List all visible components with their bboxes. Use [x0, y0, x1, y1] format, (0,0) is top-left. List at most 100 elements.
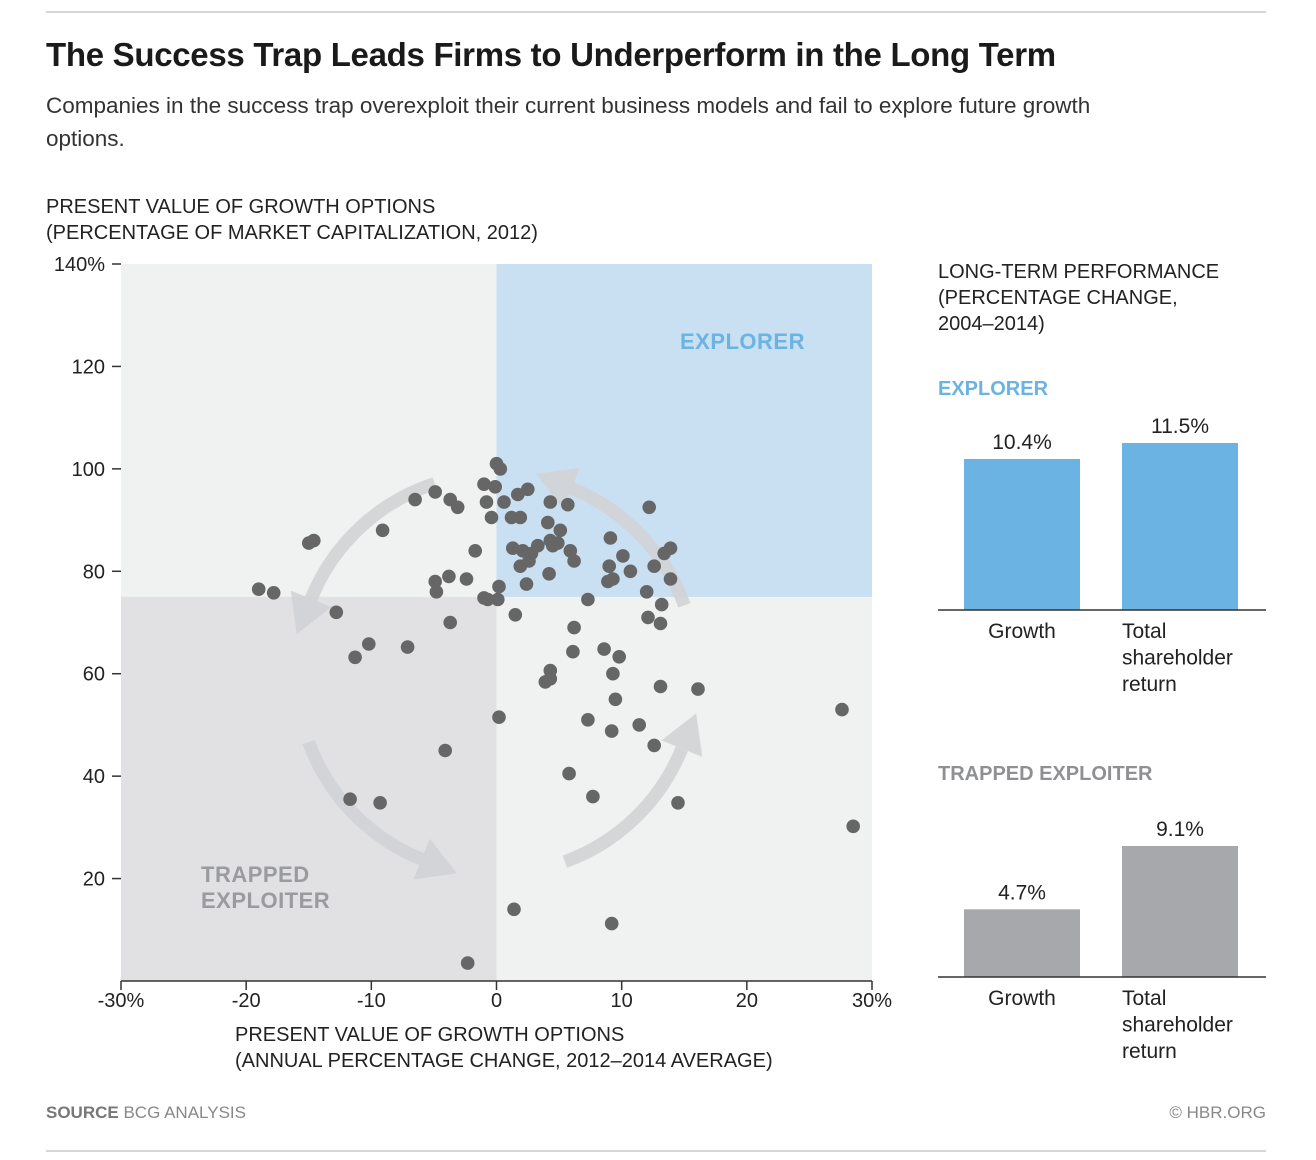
explorer-category-label: Total: [1122, 620, 1166, 643]
trapped-category-label: Growth: [988, 987, 1056, 1010]
scatter-point: [493, 462, 508, 476]
scatter-point: [513, 510, 528, 525]
trapped-quadrant-label: TRAPPED: [201, 862, 310, 887]
trapped-category-label: return: [1122, 1040, 1177, 1063]
scatter-point: [553, 523, 568, 538]
y-tick-label: 120: [72, 356, 105, 378]
scatter-point: [606, 666, 620, 681]
y-tick-label: 100: [72, 459, 105, 481]
scatter-point: [846, 819, 860, 834]
scatter-point: [653, 616, 668, 631]
scatter-point: [612, 650, 626, 664]
scatter-point: [251, 582, 266, 596]
scatter-point: [546, 538, 560, 553]
cycle-arrow-head: [290, 590, 332, 634]
scatter-point: [601, 574, 615, 589]
scatter-point: [479, 495, 494, 509]
scatter-point: [616, 549, 630, 563]
scatter-point: [307, 533, 321, 548]
scatter-point: [511, 487, 525, 502]
scatter-point: [459, 572, 474, 586]
cycle-arrow-head: [413, 838, 457, 880]
scatter-point: [561, 497, 575, 512]
scatter-point: [602, 559, 616, 573]
x-tick-label: -10: [357, 990, 386, 1012]
credit: © HBR.ORG: [1169, 1103, 1266, 1122]
scatter-point: [657, 546, 671, 561]
trapped-category-label: Total: [1122, 987, 1166, 1010]
scatter-point: [604, 916, 619, 931]
scatter-point: [477, 591, 491, 605]
scatter-point: [375, 523, 390, 538]
scatter-point: [581, 592, 595, 607]
performance-panel-title: (PERCENTAGE CHANGE,: [938, 287, 1178, 309]
explorer-bar: [1122, 443, 1238, 610]
scatter-point: [542, 567, 556, 581]
x-tick-label: -20: [232, 990, 261, 1012]
scatter-point: [691, 682, 705, 696]
chart-title: The Success Trap Leads Firms to Underper…: [46, 36, 1056, 73]
scatter-point: [492, 579, 506, 594]
explorer-category-label: return: [1122, 673, 1177, 696]
scatter-point: [442, 569, 456, 584]
cycle-arrow-head: [661, 713, 703, 757]
performance-panel-title: 2004–2014): [938, 313, 1045, 335]
x-tick-label: 30%: [852, 990, 892, 1012]
trapped-quadrant-label: EXPLOITER: [201, 888, 330, 913]
explorer-bar-value-label: 11.5%: [1151, 415, 1209, 438]
scatter-point: [562, 766, 576, 781]
scatter-point: [362, 637, 376, 651]
y-axis-label: PRESENT VALUE OF GROWTH OPTIONS: [46, 196, 435, 218]
cycle-arrow-arc: [302, 739, 425, 866]
scatter-point: [566, 644, 580, 659]
x-tick-label: 10: [611, 990, 633, 1012]
x-tick-label: -30%: [98, 990, 145, 1012]
y-tick-label: 20: [83, 869, 105, 891]
trapped-category-label: shareholder: [1122, 1014, 1233, 1037]
y-tick-label: 60: [83, 664, 105, 686]
scatter-point: [597, 642, 611, 656]
trapped-bar: [964, 909, 1080, 977]
scatter-point: [373, 796, 387, 810]
cycle-arrow-arc: [305, 477, 437, 602]
scatter-point: [663, 572, 678, 586]
scatter-point: [623, 564, 638, 579]
performance-panel-title: LONG-TERM PERFORMANCE: [938, 261, 1219, 283]
trapped-group-label: TRAPPED EXPLOITER: [938, 763, 1153, 785]
scatter-point: [541, 515, 555, 530]
x-axis-label: (ANNUAL PERCENTAGE CHANGE, 2012–2014 AVE…: [235, 1050, 773, 1072]
scatter-point: [563, 544, 578, 558]
scatter-point: [654, 597, 669, 612]
scatter-point: [329, 605, 344, 620]
scatter-point: [521, 482, 535, 497]
scatter-point: [543, 672, 558, 686]
scatter-point: [567, 554, 581, 568]
cycle-arrow-head: [536, 467, 580, 509]
scatter-point: [450, 500, 465, 515]
cycle-arrow-arc: [568, 482, 691, 608]
scatter-point: [653, 679, 668, 694]
scatter-point: [513, 559, 528, 573]
scatter-point: [343, 792, 357, 806]
scatter-point: [586, 789, 600, 804]
explorer-category-label: Growth: [988, 620, 1056, 643]
y-tick-label: 40: [83, 766, 105, 788]
explorer-bar-value-label: 10.4%: [992, 431, 1052, 454]
x-axis-label: PRESENT VALUE OF GROWTH OPTIONS: [235, 1024, 624, 1046]
scatter-point: [671, 796, 685, 810]
scatter-point: [428, 574, 443, 589]
source-note: SOURCE BCG ANALYSIS: [46, 1103, 246, 1123]
scatter-point: [408, 492, 422, 507]
scatter-point: [603, 531, 618, 545]
scatter-point: [491, 592, 505, 607]
explorer-group-label: EXPLORER: [938, 378, 1049, 400]
scatter-point: [543, 495, 558, 509]
scatter-point: [492, 710, 506, 724]
cycle-arrow-arc: [562, 746, 688, 868]
y-axis-label: (PERCENTAGE OF MARKET CAPITALIZATION, 20…: [46, 222, 538, 244]
scatter-point: [400, 640, 415, 654]
scatter-point: [266, 586, 281, 600]
x-tick-label: 0: [491, 990, 502, 1012]
scatter-point: [507, 902, 521, 917]
